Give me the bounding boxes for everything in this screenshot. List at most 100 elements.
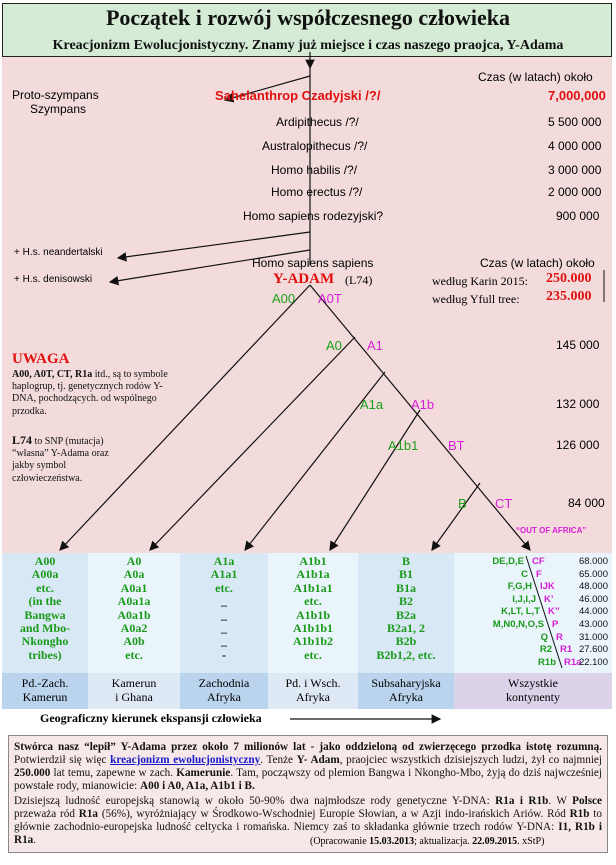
node-bt: BT: [448, 438, 465, 453]
species-years-5: 900 000: [556, 209, 600, 223]
species-years-0: 7,000,000: [548, 88, 606, 103]
proto-chimp-label: Proto-szympans: [12, 88, 99, 102]
time-header: Czas (w latach) około: [478, 70, 593, 84]
page-subtitle: Kreacjonizm Ewolucjonistyczny. Znamy już…: [52, 38, 564, 53]
haplo-years-8: 22.100: [578, 656, 608, 668]
line-a00: [59, 284, 311, 551]
footer-all: Wszystkie kontynenty: [454, 673, 612, 709]
column-a1a: A1a A1a1 etc. _ _ _ _ -: [180, 553, 268, 673]
paragraph-2: Dzisiejszą ludność europejską stanowią w…: [14, 795, 603, 846]
haplo-right-1: F: [536, 568, 542, 580]
haplo-left-0: DE,D,E: [492, 556, 524, 567]
haplo-years-4: 44.000: [578, 606, 608, 618]
haplo-diagonal: [525, 555, 563, 669]
species-years-3: 3 000 000: [548, 163, 602, 177]
branch-neanderthal: [116, 231, 311, 262]
branch-chimp: [223, 75, 311, 103]
node-b: B: [458, 496, 467, 511]
years-84: 84 000: [568, 496, 605, 510]
haplo-left-1: C: [521, 568, 528, 580]
credit-line: (Opracowanie 15.03.2013; aktualizacja. 2…: [310, 836, 545, 847]
node-a1a: A1a: [360, 397, 384, 412]
species-name-1: Ardipithecus /?/: [276, 115, 359, 129]
haplo-left-3: I,J,I,J: [512, 593, 536, 605]
node-a00: A00: [272, 291, 296, 306]
haplo-years-2: 48.000: [578, 581, 608, 593]
note-text-1: A00, A0T, CT, R1a itd., są to symbole ha…: [12, 369, 168, 417]
column-a1b1: A1b1 A1b1a A1b1a1 etc. A1b1b A1b1b1 A1b1b2 etc.: [268, 553, 358, 673]
geo-direction: Geograficzny kierunek ekspansji człowiek…: [40, 711, 262, 725]
branch-denisovan: [108, 249, 311, 286]
line-main: [309, 284, 531, 551]
haplo-right-3: K’: [544, 593, 554, 605]
species-name-4: Homo erectus /?/: [271, 185, 363, 199]
node-a1b1: A1b1: [388, 438, 419, 453]
haplo-left-4: K,LT, L,T: [501, 606, 540, 618]
node-a0: A0: [326, 338, 342, 353]
line-a0: [149, 336, 356, 551]
haplo-left-2: F,G,H: [507, 581, 532, 593]
footer-b: Subsaharyjska Afryka: [358, 673, 454, 709]
node-a0t: A0T: [318, 291, 342, 306]
footer-a0: Kamerun i Ghana: [88, 673, 180, 709]
karin-value: 250.000: [546, 271, 592, 286]
haplo-right-7: R1: [560, 644, 573, 656]
node-ct: CT: [495, 496, 513, 511]
line-b: [431, 482, 481, 551]
line-a1a: [244, 371, 386, 551]
column-a00: A00 A00a etc. (in the Bangwa and Mbo- Nkongho t…: [2, 553, 88, 673]
page-title: Początek i rozwój współczesnego człowiek…: [105, 5, 511, 30]
haplo-right-2: IJK: [540, 581, 555, 593]
years-126: 126 000: [556, 438, 600, 452]
node-a1b: A1b: [411, 397, 435, 412]
haplo-left-5: M,N0,N,O,S: [492, 619, 544, 630]
species-name-3: Homo habilis /?/: [271, 163, 358, 177]
hss-label: Homo sapiens sapiens: [252, 256, 374, 270]
species-years-4: 2 000 000: [548, 185, 602, 199]
haplo-years-5: 43.000: [578, 619, 608, 630]
haplo-right-5: P: [552, 619, 559, 630]
neanderthal-label: + H.s. neandertalski: [14, 247, 103, 258]
note-text-2: L74 to SNP (mutacja) “własna” Y-Adama or…: [12, 433, 109, 484]
haplo-right-6: R: [556, 631, 563, 643]
species-name-0: Sahelanthrop Czadyjski /?/: [215, 88, 381, 103]
species-years-1: 5 500 000: [548, 115, 602, 129]
note-title: UWAGA: [12, 351, 70, 367]
haplo-right-8: R1a: [564, 656, 582, 668]
line-a1b1: [329, 409, 421, 552]
creationism-link[interactable]: kreacjonizm ewolucjonistyczny: [110, 754, 261, 766]
haplo-years-6: 31.000: [578, 631, 608, 643]
out-of-africa: “OUT OF AFRICA”: [516, 526, 587, 535]
y-adam-snp: (L74): [345, 273, 373, 287]
species-years-2: 4 000 000: [548, 139, 602, 153]
species-name-5: Homo sapiens rodezyjski?: [243, 209, 384, 223]
footer-a1b1: Pd. i Wsch. Afryka: [268, 673, 358, 709]
footer-a1a: Zachodnia Afryka: [180, 673, 268, 709]
haplo-years-7: 27.600: [578, 644, 608, 656]
years-132: 132 000: [556, 397, 600, 411]
footer-a00: Pd.-Zach. Kamerun: [2, 673, 88, 709]
header-box: [2, 3, 612, 57]
y-adam-name: Y-ADAM: [273, 271, 335, 287]
denisovan-label: + H.s. denisowski: [14, 274, 93, 285]
yfull-value: 235.000: [546, 289, 592, 304]
haplo-right-0: CF: [532, 556, 545, 567]
node-a1: A1: [367, 338, 383, 353]
haplo-years-3: 46.000: [578, 593, 608, 605]
column-b: B B1 B1a B2 B2a B2a1, 2 B2b B2b1,2, etc.: [358, 553, 454, 673]
haplo-years-0: 68.000: [578, 556, 608, 567]
haplo-years-1: 65.000: [578, 568, 608, 580]
haplo-left-8: R1b: [538, 656, 556, 668]
y-adam-time-header: Czas (w latach) około: [480, 256, 595, 270]
yfull-label: według Yfull tree:: [432, 292, 520, 306]
bottom-text-box: [8, 735, 608, 853]
haplo-right-4: K’’: [548, 606, 560, 618]
column-a0: A0 A0a A0a1 A0a1a A0a1b A0a2 A0b etc.: [88, 553, 180, 673]
paragraph-1: Stwórca nasz “lepił” Y-Adama przez około…: [14, 741, 602, 792]
column-all: [454, 553, 612, 673]
years-145: 145 000: [556, 338, 600, 352]
species-name-2: Australopithecus /?/: [262, 139, 368, 153]
chimp-label: Szympans: [30, 102, 87, 116]
